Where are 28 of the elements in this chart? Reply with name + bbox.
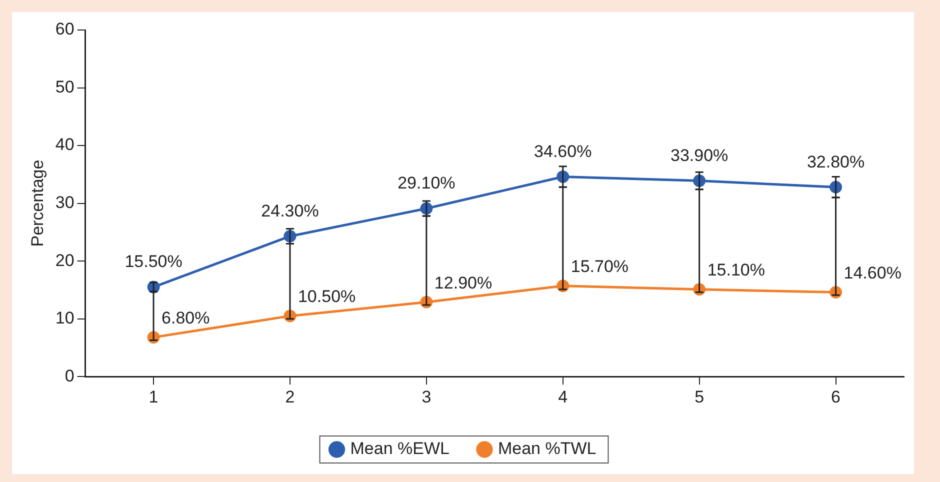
- data-label: 14.60%: [844, 263, 902, 282]
- y-tick-label: 50: [55, 77, 74, 96]
- data-label: 15.50%: [124, 252, 182, 272]
- y-tick-label: 40: [55, 135, 74, 154]
- y-tick-label: 30: [55, 192, 74, 212]
- y-tick-label: 60: [55, 20, 74, 39]
- y-tick-label: 20: [55, 250, 74, 270]
- data-label: 34.60%: [534, 142, 592, 161]
- data-label: 32.80%: [806, 152, 865, 172]
- x-tick-label: 2: [285, 387, 295, 406]
- x-tick-label: 1: [148, 387, 158, 406]
- data-label: 10.50%: [298, 287, 356, 306]
- data-label: 12.90%: [434, 273, 492, 292]
- x-tick-label: 4: [558, 387, 568, 406]
- x-tick-label: 3: [422, 387, 432, 406]
- data-label: 24.30%: [261, 201, 319, 220]
- data-label: 6.80%: [162, 308, 210, 328]
- data-label: 29.10%: [398, 174, 456, 193]
- legend-label: Mean %TWL: [498, 439, 596, 458]
- legend-label: Mean %EWL: [350, 439, 450, 458]
- data-label: 33.90%: [670, 146, 728, 165]
- y-axis-title: Percentage: [28, 160, 47, 247]
- data-label: 15.70%: [570, 257, 629, 276]
- y-tick-label: 10: [55, 308, 74, 328]
- x-tick-label: 5: [694, 387, 704, 406]
- y-tick-label: 0: [64, 366, 74, 386]
- data-label: 15.10%: [707, 260, 765, 280]
- x-tick-label: 6: [831, 387, 841, 406]
